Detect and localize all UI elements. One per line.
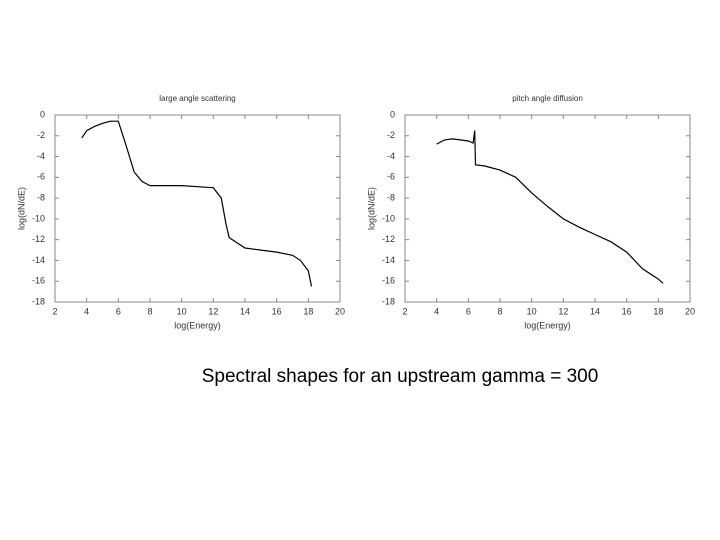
y-tick-label: -4 [387, 151, 395, 161]
x-axis-label: log(Energy) [524, 320, 571, 330]
y-tick-label: -12 [32, 234, 45, 244]
plot-frame [54, 114, 341, 303]
x-tick-label: 20 [335, 306, 345, 316]
y-tick-label: 0 [390, 109, 395, 119]
y-tick-label: -2 [37, 130, 45, 140]
x-tick-label: 16 [622, 306, 632, 316]
y-tick-label: -6 [37, 172, 45, 182]
y-tick-label: -10 [32, 213, 45, 223]
data-line [436, 130, 664, 284]
x-tick-label: 4 [84, 306, 89, 316]
x-tick-label: 12 [208, 306, 218, 316]
y-tick-label: 0 [40, 109, 45, 119]
data-line [81, 120, 313, 287]
x-tick-label: 18 [653, 306, 663, 316]
chart-title: pitch angle diffusion [512, 94, 583, 103]
x-tick-label: 10 [527, 306, 537, 316]
x-tick-label: 14 [590, 306, 600, 316]
x-tick-label: 14 [240, 306, 250, 316]
x-tick-label: 6 [466, 306, 471, 316]
y-tick-label: -6 [387, 172, 395, 182]
y-tick-label: -16 [382, 276, 395, 286]
x-tick-label: 4 [434, 306, 439, 316]
y-axis-label: log(dN/dE) [16, 187, 26, 230]
x-tick-label: 18 [303, 306, 313, 316]
plot-frame [404, 114, 691, 303]
x-axis-label: log(Energy) [174, 320, 221, 330]
y-axis-label: log(dN/dE) [366, 187, 376, 230]
y-tick-label: -18 [382, 296, 395, 306]
x-tick-label: 10 [177, 306, 187, 316]
caption: Spectral shapes for an upstream gamma = … [201, 366, 599, 387]
x-tick-label: 2 [402, 306, 407, 316]
x-tick-label: 2 [52, 306, 57, 316]
y-tick-label: -8 [387, 192, 395, 202]
x-tick-label: 20 [685, 306, 695, 316]
y-tick-label: -10 [382, 213, 395, 223]
y-tick-label: -2 [387, 130, 395, 140]
x-tick-label: 16 [272, 306, 282, 316]
x-tick-label: 8 [147, 306, 152, 316]
chart-title: large angle scattering [159, 94, 236, 103]
y-tick-label: -4 [37, 151, 45, 161]
y-tick-label: -18 [32, 296, 45, 306]
y-tick-label: -16 [32, 276, 45, 286]
x-tick-label: 8 [497, 306, 502, 316]
x-tick-label: 12 [558, 306, 568, 316]
y-tick-label: -14 [382, 255, 395, 265]
y-tick-label: -14 [32, 255, 45, 265]
y-tick-label: -8 [37, 192, 45, 202]
x-tick-label: 6 [116, 306, 121, 316]
y-tick-label: -12 [382, 234, 395, 244]
